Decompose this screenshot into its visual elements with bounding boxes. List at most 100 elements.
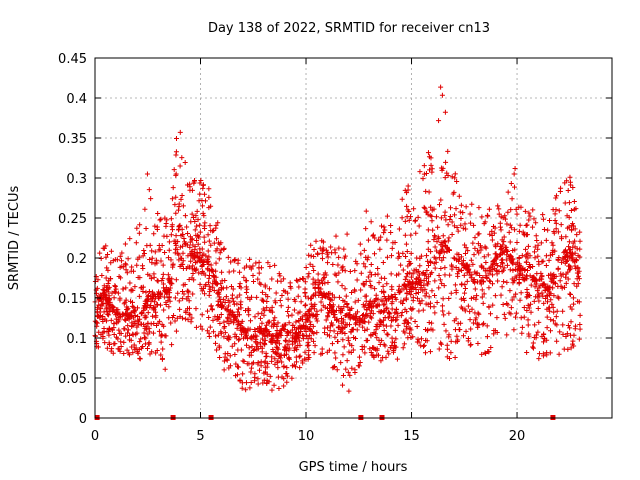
y-tick-labels: 00.050.10.150.20.250.30.350.40.45 — [58, 52, 87, 427]
data-point — [390, 349, 396, 355]
data-point — [217, 354, 223, 360]
data-point — [189, 237, 195, 243]
data-point — [551, 271, 557, 277]
data-point — [449, 266, 455, 272]
data-point — [326, 310, 332, 316]
data-point — [174, 136, 180, 142]
data-point — [248, 365, 254, 371]
data-point — [234, 294, 240, 300]
data-point — [165, 255, 171, 261]
data-point — [126, 350, 132, 356]
data-point — [208, 303, 214, 309]
data-point — [180, 258, 186, 264]
data-point — [465, 303, 471, 309]
data-point — [327, 328, 333, 334]
data-point — [553, 226, 559, 232]
data-point — [428, 204, 434, 210]
data-point — [554, 338, 560, 344]
data-point — [472, 286, 478, 292]
data-point — [543, 295, 549, 301]
data-point — [310, 312, 316, 318]
data-point — [110, 350, 116, 356]
data-point — [171, 167, 177, 173]
data-point — [425, 301, 431, 307]
data-point — [439, 167, 445, 173]
data-point — [517, 265, 523, 271]
data-point — [293, 319, 299, 325]
data-point — [168, 320, 174, 326]
data-point — [567, 247, 573, 253]
data-point — [476, 311, 482, 317]
data-point — [405, 335, 411, 341]
data-point — [227, 353, 233, 359]
data-point — [307, 319, 313, 325]
data-point — [99, 273, 105, 279]
data-point — [289, 312, 295, 318]
data-point — [170, 264, 176, 270]
data-point — [356, 315, 362, 321]
data-point — [524, 349, 530, 355]
data-point — [332, 334, 338, 340]
data-point — [125, 311, 131, 317]
data-point — [331, 294, 337, 300]
data-point — [179, 193, 185, 199]
data-point — [155, 211, 161, 217]
data-point — [115, 319, 121, 325]
data-point — [559, 236, 565, 242]
y-tick-label: 0 — [79, 412, 87, 427]
data-point — [201, 234, 207, 240]
data-point — [142, 313, 148, 319]
data-point — [417, 301, 423, 307]
data-point — [332, 314, 338, 320]
data-point — [416, 298, 422, 304]
data-point — [569, 255, 575, 261]
data-point — [141, 250, 147, 256]
data-point — [325, 249, 331, 255]
data-point — [499, 269, 505, 275]
data-point — [412, 217, 418, 223]
data-point — [182, 213, 188, 219]
data-point — [363, 226, 369, 232]
data-point — [215, 220, 221, 226]
data-point — [446, 235, 452, 241]
data-point — [378, 358, 384, 364]
data-point — [233, 333, 239, 339]
data-point — [428, 249, 434, 255]
data-point — [424, 268, 430, 274]
data-point — [250, 263, 256, 269]
data-point — [383, 306, 389, 312]
data-point — [555, 257, 561, 263]
data-point — [156, 328, 162, 334]
data-point — [274, 344, 280, 350]
data-point — [388, 323, 394, 329]
data-point — [177, 222, 183, 228]
data-point — [449, 231, 455, 237]
data-point — [498, 292, 504, 298]
data-point — [376, 238, 382, 244]
data-point — [393, 336, 399, 342]
data-point — [260, 297, 266, 303]
data-point — [167, 298, 173, 304]
data-point — [562, 248, 568, 254]
data-point — [152, 299, 158, 305]
data-point — [482, 244, 488, 250]
data-point — [416, 272, 422, 278]
data-point — [318, 299, 324, 305]
data-point — [525, 243, 531, 249]
data-point — [104, 297, 110, 303]
data-point — [577, 326, 583, 332]
data-point — [119, 263, 125, 269]
data-point — [454, 179, 460, 185]
data-point — [560, 322, 566, 328]
data-point — [438, 84, 444, 90]
data-point — [439, 247, 445, 253]
data-point — [567, 325, 573, 331]
data-point — [540, 258, 546, 264]
data-point — [121, 339, 127, 345]
data-point — [563, 234, 569, 240]
data-point — [389, 286, 395, 292]
data-point — [245, 306, 251, 312]
data-point — [414, 324, 420, 330]
data-point — [516, 228, 522, 234]
data-point — [526, 305, 532, 311]
